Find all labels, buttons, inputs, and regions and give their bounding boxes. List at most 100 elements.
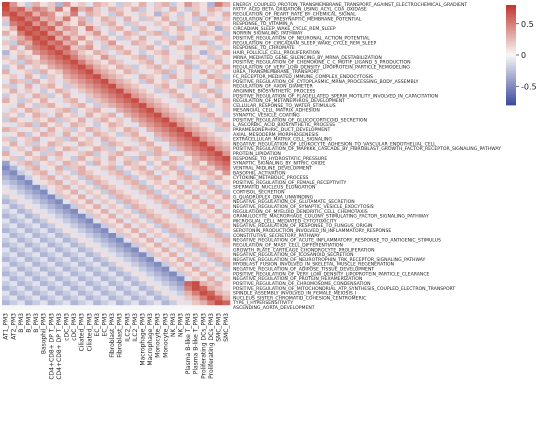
heatmap-cell (123, 305, 132, 311)
heatmap-cell (214, 35, 223, 41)
heatmap-cell (184, 6, 193, 12)
heatmap-cell (131, 54, 140, 61)
heatmap-cell (154, 59, 162, 65)
column-label: B_PM3 (18, 313, 25, 333)
heatmap-cell (24, 237, 33, 243)
row-label: REGULATION_OF_VERY_LOW_DENSITY_LIPOPROTE… (233, 64, 410, 70)
heatmap-cell (176, 165, 185, 171)
heatmap-cell (108, 180, 117, 186)
heatmap-cell (123, 50, 132, 56)
heatmap-cell (222, 98, 231, 104)
heatmap-cell (85, 242, 94, 248)
heatmap-cell (199, 242, 208, 248)
heatmap-cell (9, 6, 18, 12)
heatmap-cell (70, 50, 79, 56)
heatmap-cell (108, 69, 117, 75)
heatmap-cell (93, 146, 102, 152)
heatmap-cell (192, 93, 200, 99)
heatmap-cell (24, 189, 33, 195)
heatmap-cell (9, 88, 18, 94)
heatmap-cell (146, 271, 155, 277)
colorbar-segment (506, 33, 516, 36)
heatmap-cell (192, 136, 200, 142)
heatmap-cell (70, 194, 79, 200)
heatmap-cell (55, 103, 64, 109)
heatmap-cell (93, 40, 102, 46)
heatmap-cell (222, 40, 231, 46)
heatmap-cell (70, 59, 79, 65)
row-label: UREA_TRANSMEMBRANE_TRANSPORT (233, 69, 320, 75)
heatmap-cell (62, 218, 71, 224)
row-label: REGULATION_OF_AXON_DIAMETER (233, 84, 313, 90)
heatmap-cell (154, 257, 162, 263)
heatmap-cell (62, 69, 71, 75)
heatmap-cell (2, 131, 10, 138)
heatmap-cell (169, 300, 178, 306)
heatmap-cell (93, 156, 102, 162)
heatmap-cell (176, 30, 185, 36)
heatmap-cell (17, 228, 26, 234)
heatmap-cell (154, 98, 162, 104)
heatmap-cell (176, 93, 185, 99)
heatmap-cell (55, 26, 64, 32)
heatmap-cell (207, 146, 216, 152)
heatmap-cell (70, 199, 79, 205)
heatmap-cell (2, 208, 10, 215)
heatmap-cell (40, 59, 48, 65)
heatmap-cell (116, 257, 124, 263)
colorbar-tick-label: -0.5 (521, 82, 537, 91)
heatmap-cell (47, 281, 56, 287)
heatmap-cell (131, 237, 140, 243)
heatmap-cell (108, 141, 117, 147)
heatmap-cell (78, 21, 86, 27)
heatmap-cell (192, 117, 200, 123)
heatmap-cell (199, 35, 208, 41)
heatmap-cell (184, 204, 193, 210)
heatmap-cell (62, 11, 71, 17)
heatmap-cell (70, 189, 79, 195)
heatmap-cell (17, 276, 26, 282)
heatmap-cell (78, 180, 86, 186)
heatmap-cell (176, 50, 185, 56)
heatmap-cell (70, 218, 79, 224)
heatmap-cell (55, 213, 64, 219)
heatmap-cell (32, 74, 41, 80)
heatmap-cell (192, 146, 200, 152)
heatmap-cell (222, 88, 231, 94)
heatmap-cell (47, 6, 56, 12)
heatmap-cell (62, 281, 71, 287)
heatmap-cell (40, 242, 48, 248)
row-label: L_ASCORBIC_ACID_BIOSYNTHETIC_PROCESS (233, 122, 335, 128)
heatmap-cell (17, 69, 26, 75)
heatmap-cell (100, 103, 109, 109)
heatmap-cell (154, 21, 162, 27)
heatmap-cell (176, 88, 185, 94)
heatmap-cell (222, 64, 231, 70)
heatmap-cell (192, 290, 200, 296)
heatmap-cell (62, 59, 71, 65)
heatmap-cell (214, 261, 223, 267)
heatmap-cell (70, 141, 79, 147)
heatmap-cell (2, 170, 10, 176)
heatmap-cells (2, 2, 231, 311)
column-label: cDC_PM3 (64, 313, 71, 341)
heatmap-cell (199, 160, 208, 166)
heatmap-cell (169, 93, 178, 99)
heatmap-cell (32, 233, 41, 239)
heatmap-cell (161, 213, 170, 219)
heatmap-cell (222, 180, 231, 186)
heatmap-cell (93, 218, 102, 224)
heatmap-cell (131, 122, 140, 128)
heatmap-cell (131, 261, 140, 267)
heatmap-cell (2, 165, 10, 171)
heatmap-cell (207, 194, 216, 200)
heatmap-cell (146, 131, 155, 138)
heatmap-cell (161, 93, 170, 99)
heatmap-cell (32, 165, 41, 171)
heatmap-cell (93, 59, 102, 65)
heatmap-cell (154, 175, 162, 181)
heatmap-cell (146, 117, 155, 123)
heatmap-cell (47, 213, 56, 219)
row-label: GRANULOCYTE_MACROPHAGE_COLONY_STIMULATIN… (233, 214, 429, 220)
heatmap-cell (62, 79, 71, 85)
